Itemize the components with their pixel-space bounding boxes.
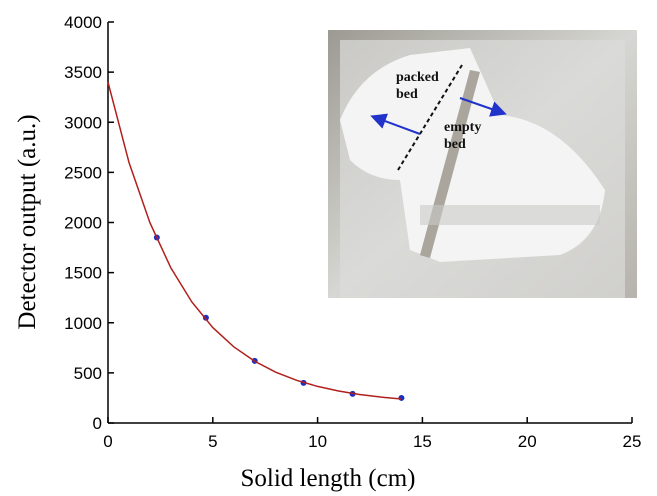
- y-tick-label: 2000: [64, 214, 102, 233]
- y-tick-label: 3000: [64, 113, 102, 132]
- annotation: bed: [444, 137, 466, 152]
- y-tick-label: 2500: [64, 163, 102, 182]
- annotation: bed: [396, 87, 418, 102]
- x-tick-label: 15: [413, 432, 432, 451]
- x-tick-label: 25: [623, 432, 642, 451]
- y-tick-label: 1000: [64, 314, 102, 333]
- y-axis-title: Detector output (a.u.): [14, 114, 41, 329]
- x-axis-title: Solid length (cm): [241, 465, 416, 492]
- fit-line: [107, 81, 402, 400]
- y-tick-label: 0: [93, 414, 102, 433]
- annotation: packed: [396, 70, 439, 85]
- x-tick-label: 20: [518, 432, 537, 451]
- inset-photo: packed bed empty bed: [328, 30, 637, 298]
- y-tick-label: 500: [74, 364, 102, 383]
- y-tick-label: 3500: [64, 63, 102, 82]
- data-point: [398, 394, 405, 401]
- annotation: empty: [444, 120, 481, 135]
- x-tick-label: 5: [208, 432, 217, 451]
- x-tick-label: 0: [103, 432, 112, 451]
- y-tick-label: 1500: [64, 264, 102, 283]
- x-tick-label: 10: [308, 432, 327, 451]
- y-tick-label: 4000: [64, 13, 102, 32]
